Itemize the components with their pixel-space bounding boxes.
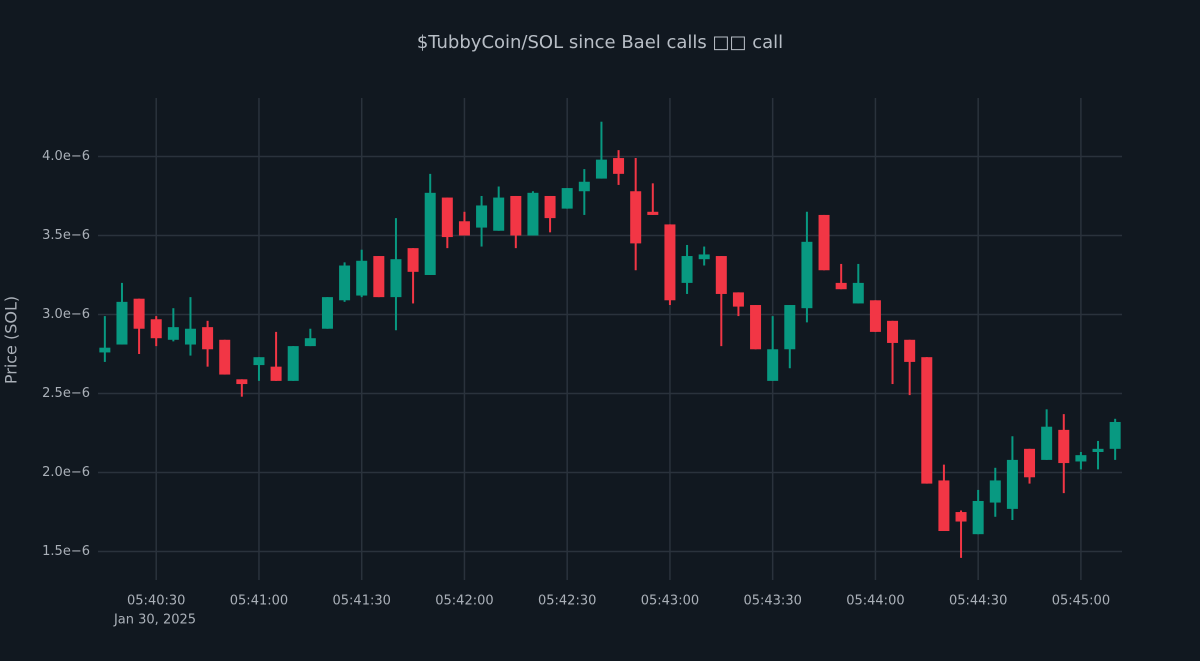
candle-body: [407, 248, 419, 272]
candle-body: [750, 305, 762, 350]
candle-body: [767, 349, 779, 381]
candle-body: [253, 357, 265, 366]
y-tick-label: 2.5e−6: [42, 386, 90, 401]
y-tick-label: 1.5e−6: [42, 544, 90, 559]
candle-body: [784, 305, 796, 350]
candle-body: [356, 260, 368, 296]
candle-body: [561, 188, 573, 209]
candle-body: [270, 366, 282, 381]
candle-body: [595, 159, 607, 179]
candle-body: [647, 211, 659, 215]
candle-body: [1092, 448, 1104, 452]
y-tick-label: 4.0e−6: [42, 149, 90, 164]
candle-body: [955, 512, 967, 522]
candle-body: [1041, 426, 1053, 460]
candle-body: [287, 346, 299, 381]
candle-body: [1058, 429, 1070, 464]
candle-body: [835, 282, 847, 290]
candle-body: [116, 301, 128, 345]
candle-body: [167, 327, 179, 340]
chart-title: $TubbyCoin/SOL since Bael calls □□ call: [417, 32, 783, 53]
candle-body: [852, 282, 864, 304]
candle-body: [236, 379, 248, 385]
x-tick-label: 05:41:00: [230, 594, 288, 609]
candle-body: [972, 500, 984, 535]
candle-body: [818, 214, 830, 271]
candle-body: [527, 192, 539, 236]
candle-body: [1024, 448, 1036, 478]
candle-body: [732, 292, 744, 307]
candle-body: [630, 191, 642, 244]
x-tick-label: 05:41:30: [333, 594, 391, 609]
candle-body: [476, 205, 488, 228]
candle-body: [493, 197, 505, 231]
candle-body: [715, 256, 727, 294]
x-tick-label: 05:42:00: [435, 594, 493, 609]
y-axis-title: Price (SOL): [2, 296, 21, 384]
candle-body: [1075, 455, 1087, 462]
candle-body: [390, 259, 402, 298]
x-date-label: Jan 30, 2025: [113, 613, 196, 628]
candle-body: [904, 339, 916, 362]
y-tick-label: 3.5e−6: [42, 228, 90, 243]
candle-body: [510, 195, 522, 236]
y-tick-label: 3.0e−6: [42, 307, 90, 322]
candle-body: [869, 300, 881, 332]
x-tick-label: 05:45:00: [1052, 594, 1110, 609]
x-tick-label: 05:44:00: [846, 594, 904, 609]
x-tick-label: 05:40:30: [127, 594, 185, 609]
candle-body: [202, 327, 214, 350]
candle-body: [578, 181, 590, 192]
candle-body: [921, 357, 933, 484]
candle-body: [1109, 421, 1121, 449]
x-tick-label: 05:43:00: [641, 594, 699, 609]
candle-body: [1006, 459, 1018, 509]
candle-body: [664, 224, 676, 301]
candle-body: [801, 241, 813, 309]
candle-body: [133, 298, 145, 329]
candle-body: [887, 320, 899, 343]
candle-body: [150, 319, 162, 339]
candle-body: [321, 297, 333, 329]
candle-body: [441, 197, 453, 238]
candle-body: [373, 256, 385, 298]
candle-body: [698, 254, 710, 260]
x-tick-label: 05:42:30: [538, 594, 596, 609]
x-tick-label: 05:43:30: [743, 594, 801, 609]
x-tick-label: 05:44:30: [949, 594, 1007, 609]
candle-body: [613, 158, 625, 174]
y-tick-label: 2.0e−6: [42, 465, 90, 480]
candle-body: [938, 480, 950, 532]
candle-body: [989, 480, 1001, 503]
candle-body: [681, 256, 693, 283]
candle-body: [544, 195, 556, 219]
candle-body: [184, 328, 196, 345]
candle-body: [219, 339, 231, 375]
candle-body: [304, 338, 316, 347]
candle-body: [99, 347, 111, 353]
candle-body: [458, 221, 470, 236]
candle-body: [339, 265, 351, 301]
candle-body: [424, 192, 436, 275]
